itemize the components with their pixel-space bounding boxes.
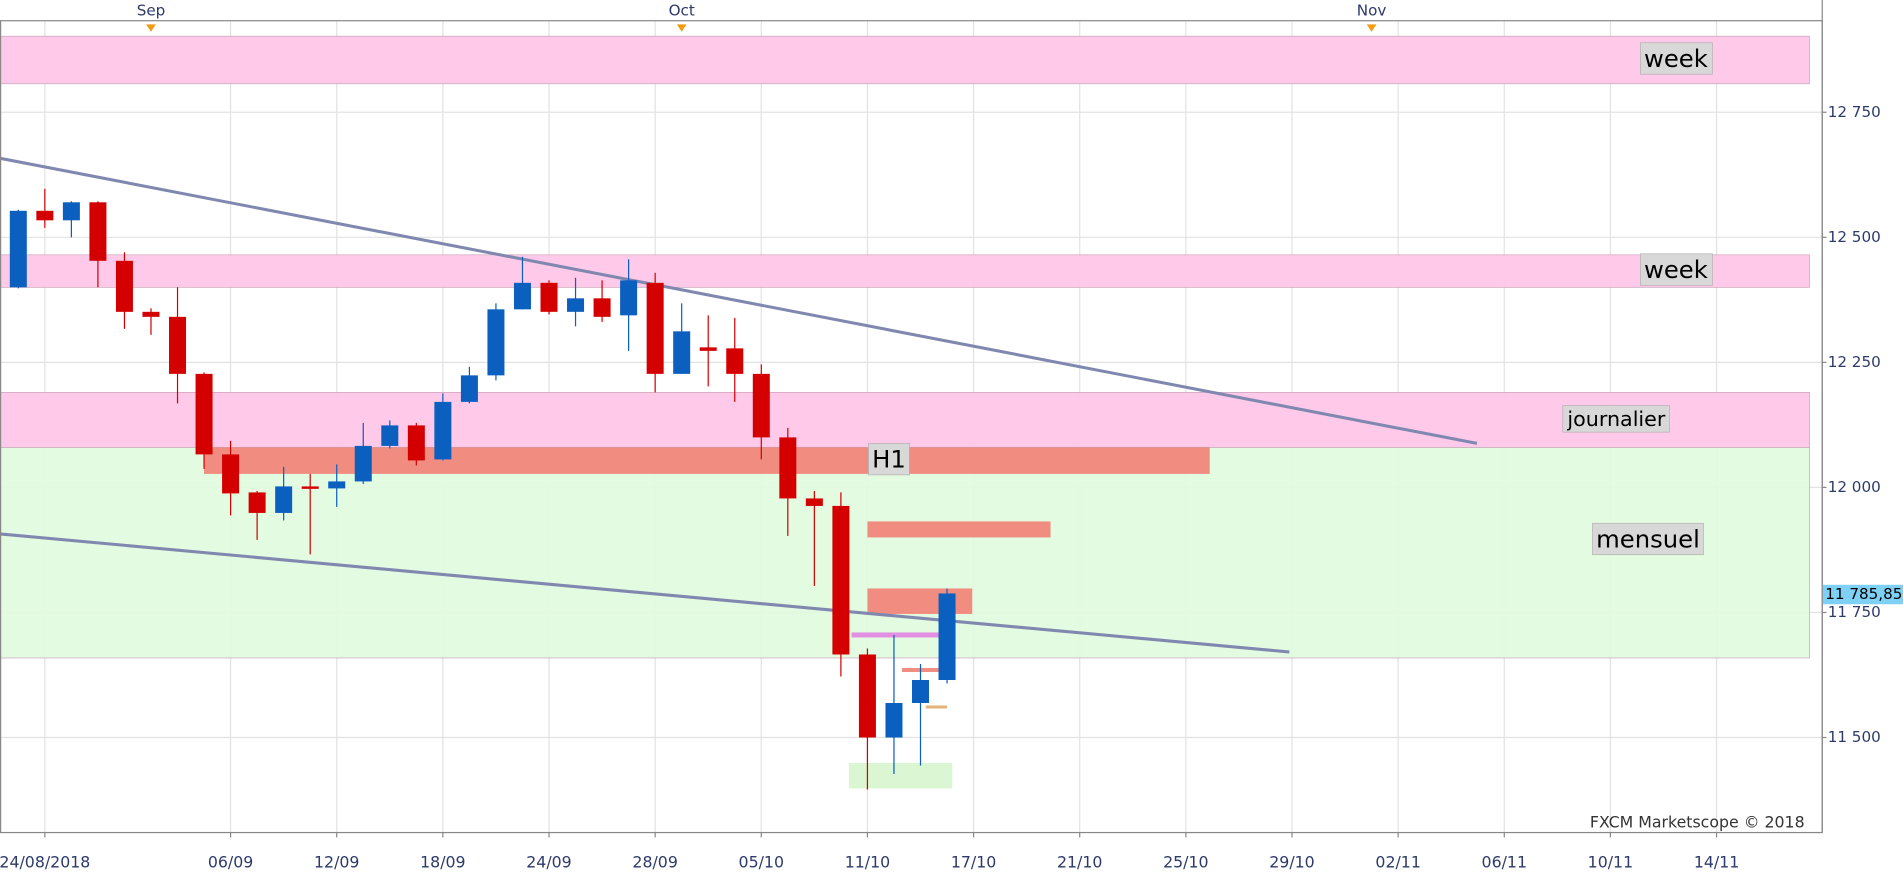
zone-label-bg xyxy=(1592,522,1704,556)
y-tick-label: 11 750 xyxy=(1828,603,1881,621)
zone-label: H1 xyxy=(872,445,906,474)
last-price-bg xyxy=(1822,584,1903,605)
x-tick-label: 29/10 xyxy=(1269,853,1314,872)
trendline xyxy=(0,532,1290,654)
candle-body xyxy=(248,492,266,513)
zone-label: journalier xyxy=(1566,407,1665,431)
month-marker xyxy=(1366,24,1377,32)
candle-body xyxy=(115,260,133,312)
zone-label-group: week xyxy=(1640,253,1713,286)
candle-body xyxy=(858,654,876,738)
x-tick-label: 24/08/2018 xyxy=(0,853,90,872)
candle-body xyxy=(779,437,797,499)
y-tick-label: 12 250 xyxy=(1828,353,1881,371)
zone-label-group: week xyxy=(1640,42,1713,75)
candle-body xyxy=(938,593,956,680)
candle-body xyxy=(673,331,691,374)
zone xyxy=(0,447,1810,659)
x-tick-label: 11/10 xyxy=(845,853,890,872)
watermark: FXCM Marketscope © 2018 xyxy=(1590,812,1805,831)
zone xyxy=(0,35,1810,85)
y-tick-label: 12 750 xyxy=(1828,103,1881,121)
x-tick-label: 21/10 xyxy=(1057,853,1102,872)
candle-body xyxy=(487,309,505,376)
candle-body xyxy=(620,280,638,316)
candle-body xyxy=(195,373,213,455)
candle-body xyxy=(805,498,823,506)
zone-label-bg xyxy=(868,443,910,476)
candle-body xyxy=(912,679,930,704)
candle-body xyxy=(513,282,531,310)
candle-body xyxy=(222,454,240,494)
candle-body xyxy=(36,210,54,221)
x-tick-label: 06/09 xyxy=(208,853,253,872)
candle-body xyxy=(593,298,611,317)
x-tick-label: 12/09 xyxy=(314,853,359,872)
zone-label-group: mensuel xyxy=(1592,522,1704,556)
candle-body xyxy=(9,210,27,288)
x-tick-label: 17/10 xyxy=(951,853,996,872)
month-label: Nov xyxy=(1357,1,1387,19)
y-tick-label: 12 000 xyxy=(1828,478,1881,496)
candle-body xyxy=(407,425,425,461)
candle-body xyxy=(169,316,187,374)
x-tick-label: 25/10 xyxy=(1163,853,1208,872)
y-tick-label: 12 500 xyxy=(1828,228,1881,246)
candle-body xyxy=(699,347,717,351)
y-tick-label: 11 500 xyxy=(1828,728,1881,746)
zone xyxy=(867,521,1051,538)
zone-label: week xyxy=(1644,44,1709,73)
candle-body xyxy=(832,505,850,655)
zone-label: week xyxy=(1644,255,1709,284)
candle-body xyxy=(460,375,478,402)
zone-label-bg xyxy=(1640,253,1713,286)
candle-body xyxy=(567,298,585,312)
zone xyxy=(925,705,948,709)
candle-body xyxy=(646,282,664,374)
last-price-label: 11 785,85 xyxy=(1825,585,1902,603)
zone xyxy=(0,254,1810,288)
month-label: Sep xyxy=(137,1,166,19)
zone xyxy=(0,392,1810,448)
candle-body xyxy=(752,373,770,438)
x-tick-label: 28/09 xyxy=(632,853,677,872)
candle-body xyxy=(89,202,107,261)
x-tick-label: 10/11 xyxy=(1588,853,1633,872)
x-tick-label: 06/11 xyxy=(1482,853,1527,872)
x-tick-label: 14/11 xyxy=(1694,853,1739,872)
x-tick-label: 02/11 xyxy=(1375,853,1420,872)
zone xyxy=(867,588,973,614)
x-tick-label: 24/09 xyxy=(526,853,571,872)
zone xyxy=(901,667,948,672)
candle-body xyxy=(885,703,903,738)
x-tick-label: 18/09 xyxy=(420,853,465,872)
zone-label-bg xyxy=(1640,42,1713,75)
zone-label-group: journalier xyxy=(1562,405,1670,433)
candle-body xyxy=(540,282,558,312)
candle-body xyxy=(328,481,346,489)
month-label: Oct xyxy=(669,1,695,19)
candle-body xyxy=(381,425,399,446)
zone xyxy=(848,763,953,789)
candle-body xyxy=(275,486,293,513)
candle-body xyxy=(142,311,160,317)
candle-body xyxy=(62,202,80,221)
month-marker xyxy=(146,24,156,32)
candle-body xyxy=(354,445,372,482)
month-marker xyxy=(676,24,687,32)
candle-body xyxy=(301,486,319,489)
candle-body xyxy=(434,401,452,460)
zone xyxy=(851,632,940,638)
candle-body xyxy=(726,348,744,374)
zone-label-bg xyxy=(1562,405,1670,433)
zone-label-group: H1 xyxy=(868,443,910,476)
x-tick-label: 05/10 xyxy=(739,853,784,872)
zone-label: mensuel xyxy=(1596,524,1700,553)
trendline xyxy=(0,156,1478,445)
